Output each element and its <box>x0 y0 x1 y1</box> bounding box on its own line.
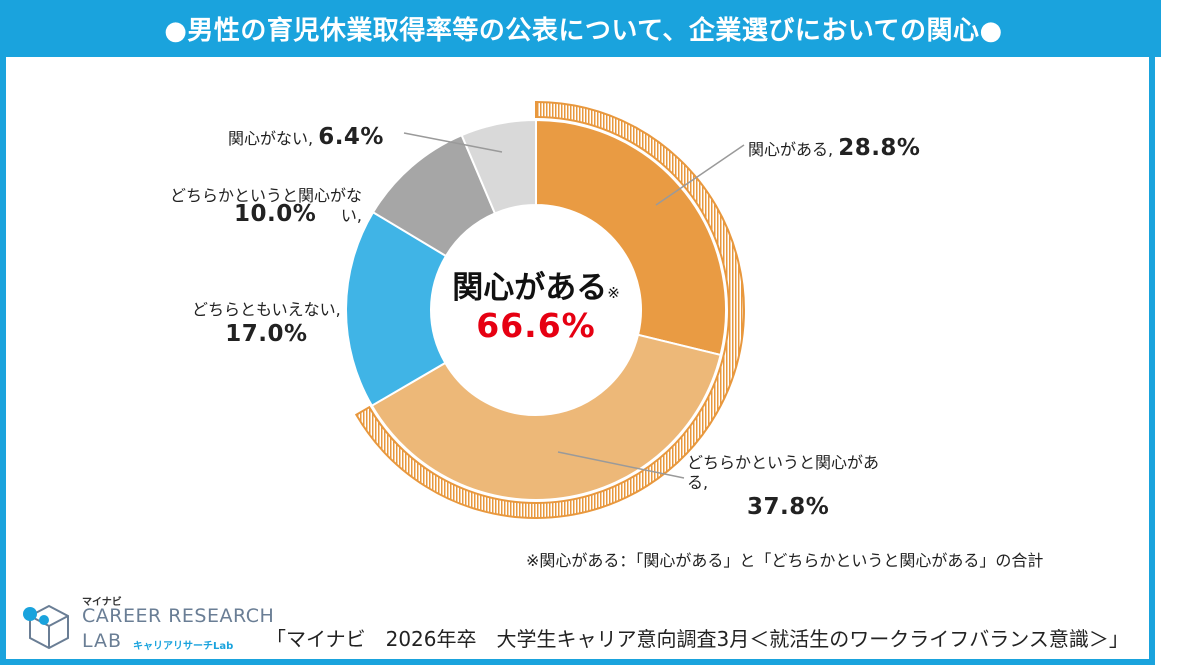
label-not-interested-name: 関心がない, <box>228 129 314 148</box>
source-citation: 「マイナビ 2026年卒 大学生キャリア意向調査3月＜就活生のワークライフバラン… <box>266 627 1129 651</box>
label-neutral: どちらともいえない, 17.0% <box>192 300 341 349</box>
label-somewhat-interested: どちらかというと関心がある, 37.8% <box>687 453 887 522</box>
label-not-interested: 関心がない, 6.4% <box>228 123 384 152</box>
slice-not-interested <box>460 118 537 215</box>
center-title: 関心がある※ <box>426 262 646 307</box>
leader-line-not-interested <box>403 132 503 153</box>
label-neutral-name: どちらともいえない, <box>192 300 341 319</box>
logo-lab: LAB <box>82 630 123 652</box>
label-interested: 関心がある, 28.8% <box>748 134 920 163</box>
label-interested-value: 28.8% <box>838 135 921 161</box>
logo-brand: マイナビ <box>82 597 122 608</box>
logo-career-research: CAREER RESEARCH <box>82 605 275 627</box>
center-title-mark: ※ <box>607 284 620 302</box>
center-value: 66.6% <box>476 306 596 345</box>
chart-title: ●男性の育児休業取得率等の公表について、企業選びにおいての関心● <box>6 0 1161 57</box>
label-somewhat-not-interested: どちらかというと関心がない, 10.0% <box>166 186 362 229</box>
label-neutral-value: 17.0% <box>225 321 308 347</box>
leader-line-somewhat-interested <box>557 451 685 479</box>
label-somewhat-interested-value: 37.8% <box>747 494 830 520</box>
slice-interested <box>535 118 727 357</box>
center-title-text: 関心がある <box>452 270 608 306</box>
label-somewhat-not-interested-value: 10.0% <box>234 201 317 227</box>
label-somewhat-not-interested-name: どちらかというと関心がない, <box>169 186 362 225</box>
leader-line-interested <box>655 144 745 206</box>
donut-chart <box>345 100 745 519</box>
logo-subtitle: キャリアリサーチLab <box>133 641 234 652</box>
logo: マイナビ CAREER RESEARCH LAB キャリアリサーチLab <box>20 592 274 654</box>
footnote: ※関心がある：「関心がある」と「どちらかというと関心がある」の合計 <box>526 551 1044 570</box>
label-interested-name: 関心がある, <box>748 140 834 159</box>
label-somewhat-interested-name: どちらかというと関心がある, <box>687 453 880 492</box>
lab-logo-icon <box>23 604 69 650</box>
label-not-interested-value: 6.4% <box>318 124 384 150</box>
highlight-band <box>354 100 745 519</box>
slice-somewhat-interested <box>370 333 722 501</box>
